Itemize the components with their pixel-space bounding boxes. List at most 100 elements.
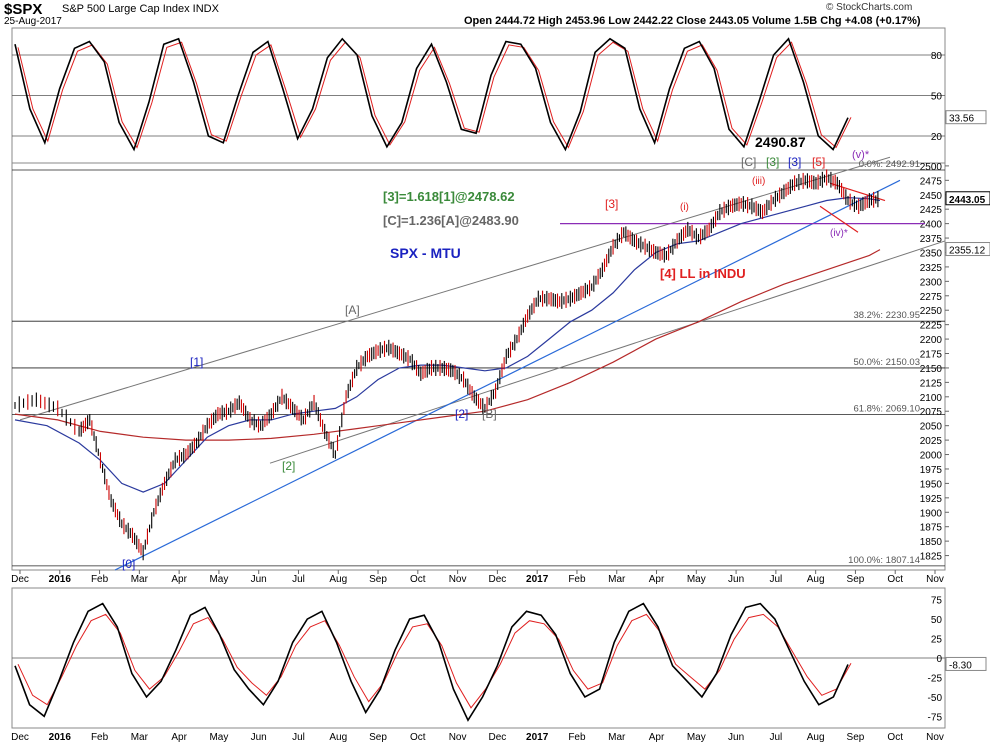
- osc-bottom-tick-label: -75: [928, 712, 943, 723]
- x-tick-label-bottom: Oct: [887, 732, 903, 743]
- x-tick-label-bottom: Oct: [410, 732, 426, 743]
- wave-annotation: [1]: [190, 355, 203, 369]
- x-tick-label: Dec: [488, 574, 506, 585]
- chart-date: 25-Aug-2017: [4, 16, 62, 27]
- x-tick-label: Jul: [292, 574, 305, 585]
- x-tick-label: Oct: [410, 574, 426, 585]
- price-tick-label: 2500: [920, 162, 943, 173]
- x-tick-label-bottom: Feb: [568, 732, 586, 743]
- osc-tick-label: 80: [931, 51, 943, 62]
- price-tick-label: 1925: [920, 494, 943, 505]
- x-tick-label: Feb: [91, 574, 109, 585]
- osc-bottom-tick-label: 25: [931, 635, 943, 646]
- close-price-box: [945, 191, 990, 206]
- price-tick-label: 1950: [920, 479, 943, 490]
- osc-top-value-box: [945, 110, 987, 125]
- wave-annotation: [C]: [741, 155, 756, 169]
- x-tick-label: Feb: [568, 574, 586, 585]
- ticker-symbol: $SPX: [4, 1, 43, 18]
- price-tick-label: 2125: [920, 378, 943, 389]
- index-description: S&P 500 Large Cap Index INDX: [62, 3, 219, 15]
- x-tick-label: Oct: [887, 574, 903, 585]
- ma-slow-line: [14, 249, 881, 441]
- price-tick-label: 2200: [920, 335, 943, 346]
- x-tick-label-bottom: Dec: [488, 732, 506, 743]
- lower-channel-line: [269, 240, 946, 464]
- x-tick-label: 2016: [49, 574, 72, 585]
- ma-price-box: [945, 242, 990, 257]
- price-tick-label: 2150: [920, 364, 943, 375]
- x-tick-label-bottom: Jun: [728, 732, 744, 743]
- x-tick-label-bottom: Aug: [329, 732, 347, 743]
- panel-frame-1: [11, 162, 946, 571]
- price-tick-label: 2050: [920, 422, 943, 433]
- x-tick-label: Sep: [369, 574, 387, 585]
- price-tick-label: 2450: [920, 191, 943, 202]
- price-tick-label: 2475: [920, 176, 943, 187]
- osc-bottom-value-box: [945, 656, 987, 671]
- x-tick-label: Jun: [728, 574, 744, 585]
- price-tick-label: 2300: [920, 277, 943, 288]
- ma-price-label: 2355.12: [949, 246, 986, 257]
- price-tick-label: 1900: [920, 508, 943, 519]
- osc-bottom-tick-label: -50: [928, 693, 943, 704]
- wave-annotation: [5]: [812, 155, 825, 169]
- price-tick-label: 1825: [920, 552, 943, 563]
- wave-annotation: 2490.87: [755, 134, 806, 150]
- x-tick-label: 2017: [526, 574, 549, 585]
- x-tick-label-bottom: Apr: [171, 732, 187, 743]
- wave-annotation: (iv)*: [830, 228, 848, 239]
- blue-trend-line: [114, 179, 901, 571]
- red-wedge-bottom: [819, 205, 859, 233]
- wave-annotation: [3]: [605, 197, 618, 211]
- x-tick-label-bottom: Sep: [847, 732, 865, 743]
- price-tick-label: 2100: [920, 393, 943, 404]
- price-tick-label: 2350: [920, 248, 943, 259]
- x-tick-label: Mar: [608, 574, 626, 585]
- price-tick-label: 2025: [920, 436, 943, 447]
- x-tick-label: Jun: [251, 574, 267, 585]
- osc-top-value: 33.56: [949, 114, 974, 125]
- wave-annotation: (iii): [752, 176, 765, 187]
- wave-annotation: [3]: [788, 155, 801, 169]
- x-tick-label-bottom: Dec: [11, 732, 29, 743]
- wave-annotation: (i): [680, 202, 689, 213]
- fib-label: 50.0%: 2150.03: [853, 357, 920, 368]
- x-tick-label-bottom: Aug: [807, 732, 825, 743]
- chart-labels: 2443.05 2355.12 SPX - MTU [3]=1.618[1]@2478…: [122, 110, 990, 671]
- price-tick-label: 2250: [920, 306, 943, 317]
- osc-bottom-line: [14, 602, 849, 722]
- price-tick-label: 2175: [920, 350, 943, 361]
- x-tick-label: Aug: [807, 574, 825, 585]
- x-tick-label: Nov: [449, 574, 467, 585]
- price-tick-label: 2375: [920, 234, 943, 245]
- fib-levels: 0.0%: 2492.91 38.2%: 2230.95 50.0%: 2150.0…: [12, 159, 945, 567]
- wave-annotation: [2]: [455, 407, 468, 421]
- wave-annotation: (v)*: [852, 149, 870, 161]
- price-tick-label: 2325: [920, 263, 943, 274]
- price-tick-label: 2075: [920, 407, 943, 418]
- x-tick-label: Jul: [769, 574, 782, 585]
- osc-bottom-tick-label: 75: [931, 596, 943, 607]
- x-tick-label: Sep: [847, 574, 865, 585]
- osc-top-line: [14, 37, 849, 152]
- fib-label: 38.2%: 2230.95: [853, 310, 920, 321]
- wave-annotation: [3]=1.618[1]@2478.62: [383, 189, 515, 204]
- osc-tick-label: 20: [931, 132, 943, 143]
- x-tick-label: May: [209, 574, 228, 585]
- x-tick-label-bottom: Nov: [449, 732, 467, 743]
- x-tick-label-bottom: Mar: [608, 732, 626, 743]
- x-tick-label-bottom: Jun: [251, 732, 267, 743]
- x-tick-label: May: [687, 574, 706, 585]
- price-tick-label: 2400: [920, 220, 943, 231]
- chart-panels: Dec Dec 2016 2016 Feb Feb Mar Mar Apr Apr May May Ju…: [11, 27, 949, 743]
- fib-label: 0.0%: 2492.91: [859, 159, 920, 170]
- price-tick-label: 2425: [920, 205, 943, 216]
- chart-series: [14, 37, 881, 722]
- x-tick-label-bottom: May: [687, 732, 706, 743]
- price-tick-label: 2275: [920, 292, 943, 303]
- stockcharts-credit: © StockCharts.com: [826, 2, 913, 13]
- x-tick-label-bottom: May: [209, 732, 228, 743]
- wave-annotation: [2]: [282, 459, 295, 473]
